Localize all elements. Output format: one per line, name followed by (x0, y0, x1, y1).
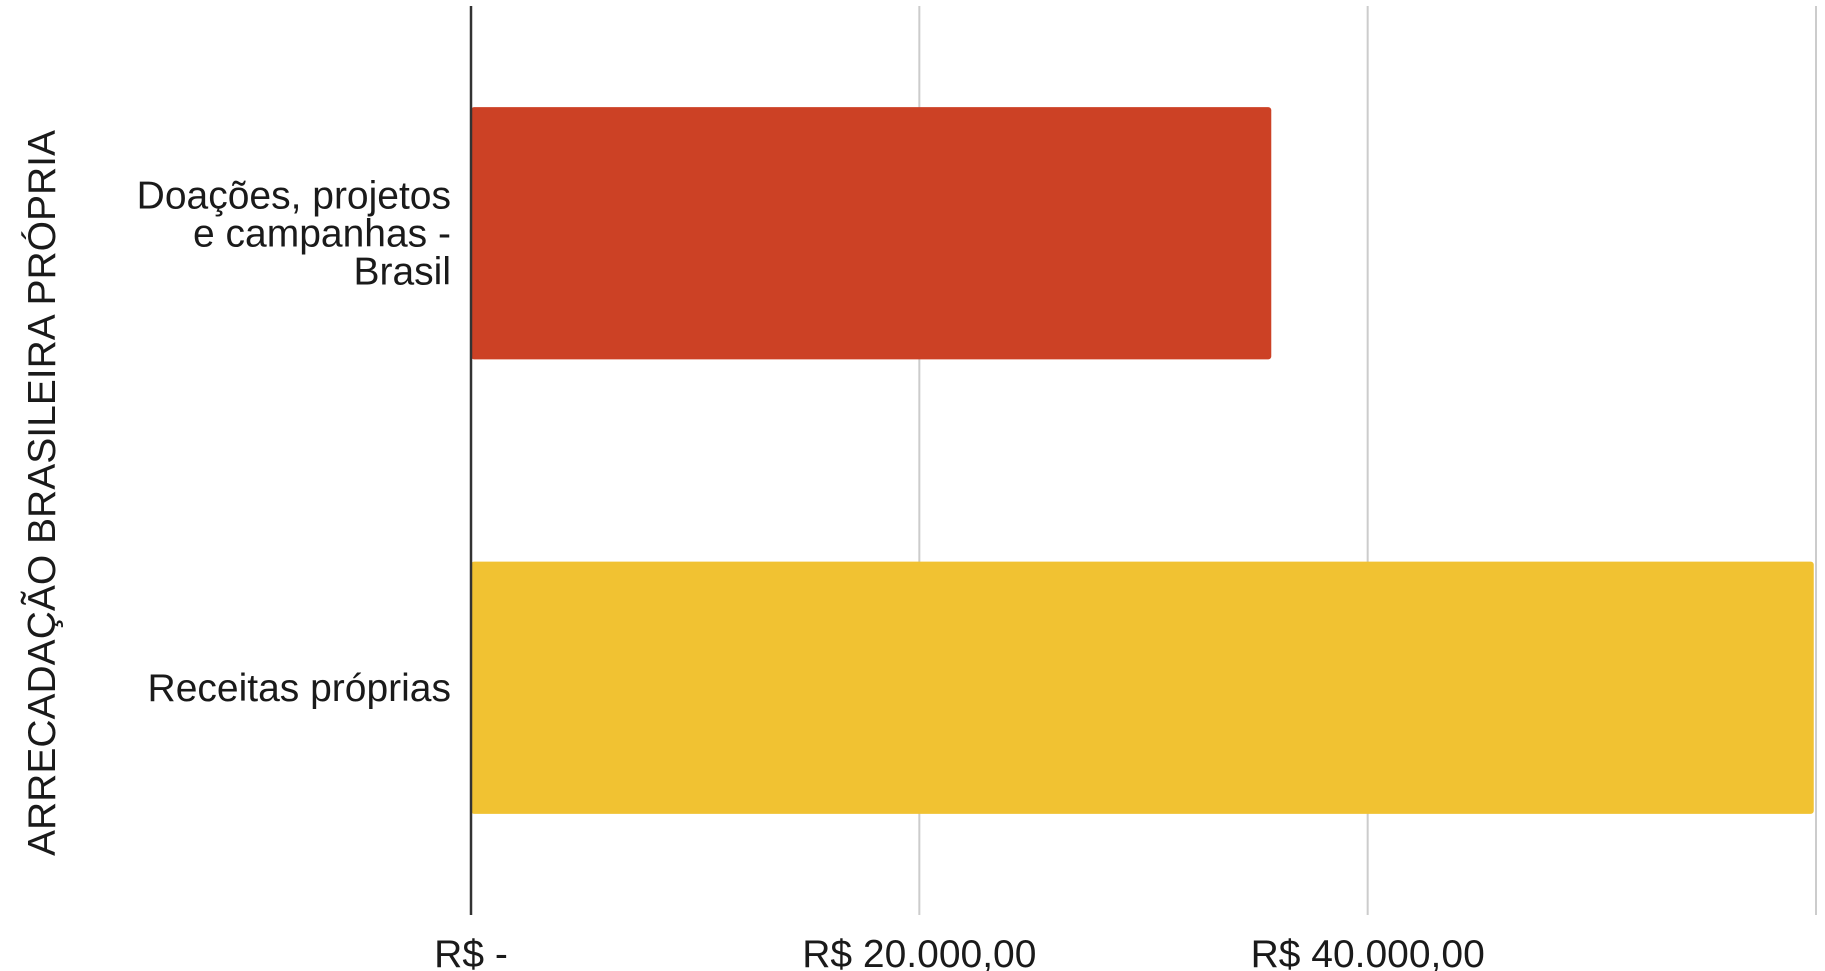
category-label: Doações, projetos e campanhas -Brasil (137, 174, 451, 293)
category-label-line: Receitas próprias (148, 667, 451, 710)
x-tick-label: R$ 20.000,00 (802, 933, 1036, 971)
category-label-line: e campanhas - (193, 212, 451, 255)
x-tick-label: R$ - (434, 933, 508, 971)
category-label-line: Doações, projetos (137, 174, 451, 217)
category-label-line: Brasil (353, 250, 451, 293)
bar (471, 561, 1814, 814)
x-tick-label: R$ 40.000,00 (1251, 933, 1485, 971)
bar (471, 107, 1272, 360)
labels: Doações, projetos e campanhas -Brasil Rece… (137, 174, 1485, 971)
bars (471, 107, 1814, 814)
y-axis-title: ARRECADAÇÃO BRASILEIRA PRÓPRIA (21, 130, 64, 856)
category-label: Receitas próprias (148, 667, 451, 710)
